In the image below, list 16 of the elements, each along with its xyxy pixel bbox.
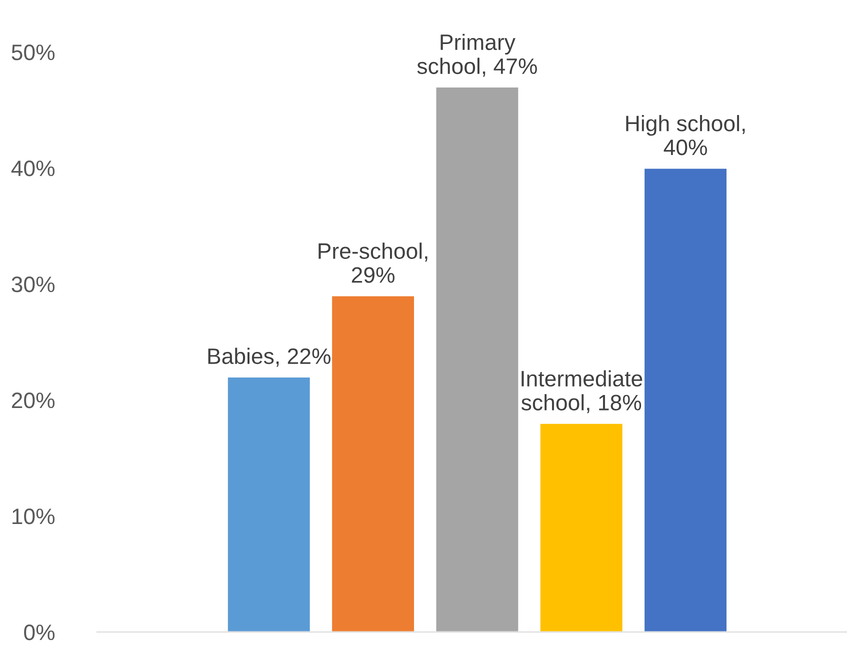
data-label: Babies, 22% — [208, 348, 330, 367]
y-tick-label: 10% — [12, 508, 55, 524]
data-label: Primary school, 47% — [417, 34, 537, 77]
bar — [434, 86, 520, 632]
y-tick-label: 20% — [12, 392, 55, 408]
y-tick-label: 50% — [12, 44, 55, 60]
y-tick-label: 40% — [11, 160, 55, 176]
bar — [330, 294, 416, 632]
data-label: High school, 40% — [626, 115, 745, 156]
bar — [226, 376, 312, 632]
data-label: Intermediate school, 18% — [521, 370, 642, 414]
y-tick-label: 0% — [24, 624, 55, 640]
bar — [539, 422, 624, 632]
y-tick-label: 30% — [12, 276, 55, 292]
bar — [643, 167, 728, 632]
data-label: Pre-school, 29% — [318, 242, 428, 283]
